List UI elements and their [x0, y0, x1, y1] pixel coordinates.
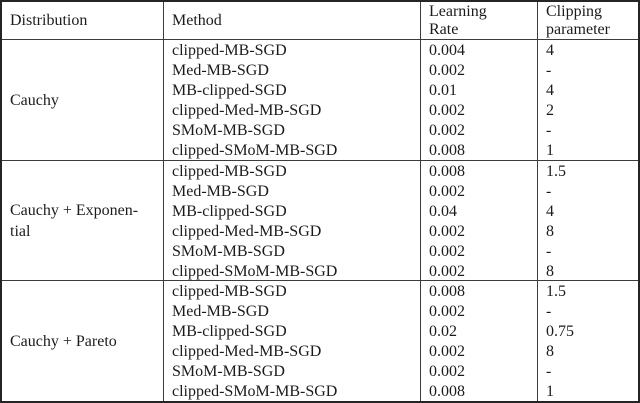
header-clipping-line1: Clipping	[546, 2, 603, 20]
clipping-value: 1	[546, 383, 554, 400]
method-name: SMoM-MB-SGD	[172, 122, 285, 139]
method-name: clipped-MB-SGD	[172, 163, 287, 180]
clipping-value: -	[546, 62, 552, 79]
learning-rate-value: 0.002	[429, 243, 465, 260]
learning-rate-value: 0.04	[429, 203, 457, 220]
header-method: Method	[163, 2, 420, 39]
clipping-value: 1.5	[546, 283, 566, 300]
header-clipping-parameter: Clipping parameter	[537, 2, 638, 39]
method-name: clipped-SMoM-MB-SGD	[172, 142, 338, 159]
header-learning-rate: Learning Rate	[420, 2, 537, 39]
header-method-label: Method	[172, 11, 222, 29]
clipping-value: 8	[546, 343, 554, 360]
learning-rate-list: 0.008 0.002 0.02 0.002 0.002 0.008	[420, 280, 537, 401]
distribution-label-line2: tial	[10, 222, 31, 240]
clipping-value: -	[546, 363, 552, 380]
clipping-value: 4	[546, 82, 554, 99]
method-name: clipped-Med-MB-SGD	[172, 343, 322, 360]
learning-rate-list: 0.004 0.002 0.01 0.002 0.002 0.008	[420, 39, 537, 160]
learning-rate-value: 0.002	[429, 62, 465, 79]
method-list: clipped-MB-SGD Med-MB-SGD MB-clipped-SGD…	[163, 160, 420, 280]
method-name: clipped-Med-MB-SGD	[172, 223, 322, 240]
method-name: Med-MB-SGD	[172, 62, 269, 79]
clipping-value: 1.5	[546, 163, 566, 180]
method-name: Med-MB-SGD	[172, 183, 269, 200]
clipping-value: -	[546, 122, 552, 139]
learning-rate-value: 0.02	[429, 323, 457, 340]
method-list: clipped-MB-SGD Med-MB-SGD MB-clipped-SGD…	[163, 280, 420, 401]
method-name: clipped-Med-MB-SGD	[172, 102, 322, 119]
learning-rate-value: 0.008	[429, 283, 465, 300]
clipping-value: 8	[546, 223, 554, 240]
distribution-label-line1: Cauchy + Exponen-	[10, 201, 139, 219]
header-learning-rate-line2: Rate	[429, 20, 459, 38]
header-learning-rate-line1: Learning	[429, 2, 487, 20]
learning-rate-value: 0.002	[429, 303, 465, 320]
clipping-value: 8	[546, 263, 554, 280]
header-distribution: Distribution	[2, 2, 163, 39]
method-list: clipped-MB-SGD Med-MB-SGD MB-clipped-SGD…	[163, 39, 420, 160]
clipping-list: 4 - 4 2 - 1	[537, 39, 638, 160]
header-distribution-label: Distribution	[10, 11, 88, 29]
distribution-cell-cauchy-exponential: Cauchy + Exponen- tial	[2, 160, 163, 280]
learning-rate-value: 0.008	[429, 383, 465, 400]
learning-rate-value: 0.004	[429, 42, 465, 59]
clipping-value: 4	[546, 42, 554, 59]
distribution-label: Cauchy	[10, 91, 59, 109]
distribution-cell-cauchy: Cauchy	[2, 39, 163, 160]
clipping-value: -	[546, 243, 552, 260]
clipping-value: 2	[546, 102, 554, 119]
method-name: clipped-SMoM-MB-SGD	[172, 263, 338, 280]
clipping-list: 1.5 - 4 8 - 8	[537, 160, 638, 280]
learning-rate-value: 0.002	[429, 363, 465, 380]
learning-rate-value: 0.002	[429, 122, 465, 139]
learning-rate-value: 0.002	[429, 223, 465, 240]
header-clipping-line2: parameter	[546, 20, 610, 38]
method-name: clipped-MB-SGD	[172, 42, 287, 59]
method-name: MB-clipped-SGD	[172, 323, 287, 340]
distribution-label: Cauchy + Pareto	[10, 332, 117, 350]
learning-rate-value: 0.002	[429, 263, 465, 280]
learning-rate-value: 0.002	[429, 343, 465, 360]
method-name: MB-clipped-SGD	[172, 203, 287, 220]
clipping-value: -	[546, 183, 552, 200]
learning-rate-value: 0.008	[429, 142, 465, 159]
clipping-value: 4	[546, 203, 554, 220]
method-name: Med-MB-SGD	[172, 303, 269, 320]
learning-rate-value: 0.01	[429, 82, 457, 99]
method-name: SMoM-MB-SGD	[172, 243, 285, 260]
method-name: MB-clipped-SGD	[172, 82, 287, 99]
learning-rate-value: 0.002	[429, 183, 465, 200]
method-name: clipped-SMoM-MB-SGD	[172, 383, 338, 400]
distribution-cell-cauchy-pareto: Cauchy + Pareto	[2, 280, 163, 401]
clipping-value: -	[546, 303, 552, 320]
clipping-list: 1.5 - 0.75 8 - 1	[537, 280, 638, 401]
learning-rate-value: 0.002	[429, 102, 465, 119]
method-name: clipped-MB-SGD	[172, 283, 287, 300]
method-name: SMoM-MB-SGD	[172, 363, 285, 380]
clipping-value: 1	[546, 142, 554, 159]
clipping-value: 0.75	[546, 323, 574, 340]
learning-rate-list: 0.008 0.002 0.04 0.002 0.002 0.002	[420, 160, 537, 280]
learning-rate-value: 0.008	[429, 163, 465, 180]
